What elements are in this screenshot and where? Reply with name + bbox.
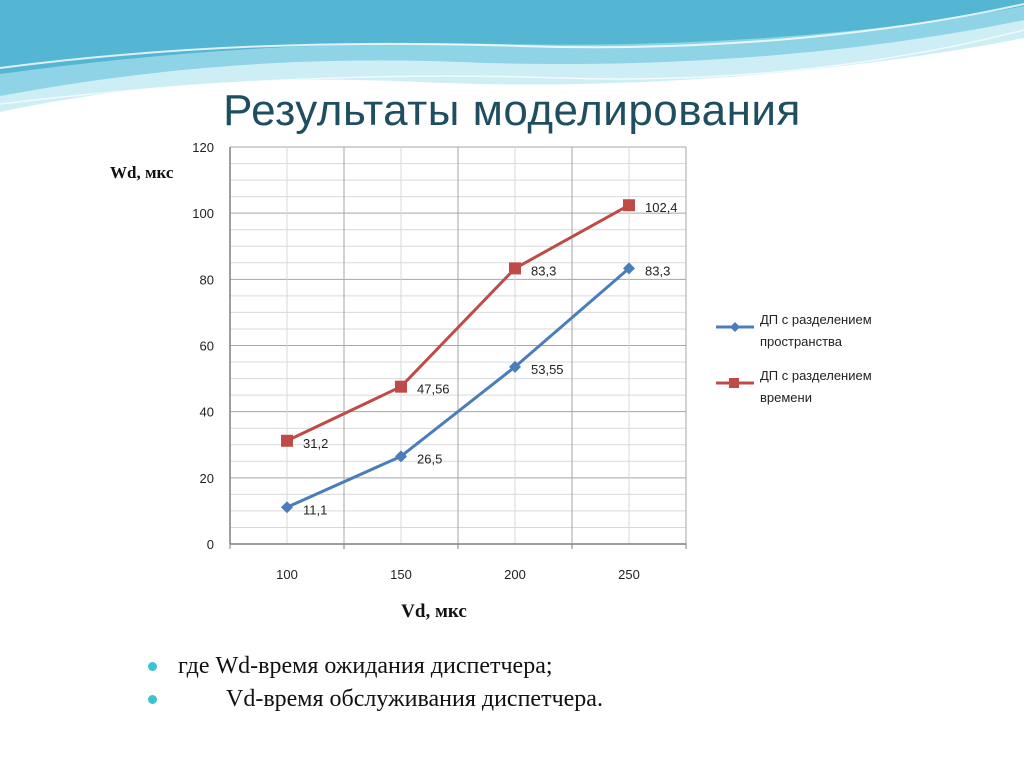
data-point-square bbox=[281, 434, 293, 447]
data-point-diamond bbox=[395, 450, 407, 463]
data-point-diamond bbox=[281, 501, 293, 514]
y-tick-label: 40 bbox=[200, 405, 214, 420]
chart-panel bbox=[106, 134, 916, 634]
data-label: 11,1 bbox=[303, 502, 327, 517]
y-tick-label: 20 bbox=[200, 471, 214, 486]
line-chart: 0 20 40 60 80 100 120 100 150 200 250 Wd, мкс Vd, мк… bbox=[110, 140, 872, 622]
data-label: 83,3 bbox=[645, 263, 670, 278]
wave-highlight-2 bbox=[0, 29, 1024, 105]
data-point-diamond bbox=[509, 360, 521, 373]
data-label: 53,55 bbox=[531, 362, 564, 377]
data-point-square bbox=[509, 262, 521, 275]
y-tick-label: 80 bbox=[200, 272, 214, 287]
x-axis-title: Vd, мкс bbox=[401, 601, 467, 622]
legend-label: ДП с разделением bbox=[760, 312, 872, 327]
x-tick-label: 200 bbox=[504, 567, 526, 582]
bullet-text: где Wd-время ожидания диспетчера; bbox=[178, 653, 553, 679]
data-label: 31,2 bbox=[303, 436, 328, 451]
y-tick-label: 120 bbox=[192, 140, 214, 155]
data-label: 102,4 bbox=[645, 200, 678, 215]
bullet-icon bbox=[148, 695, 157, 704]
legend-label: ДП с разделением bbox=[760, 368, 872, 383]
data-point-square bbox=[395, 380, 407, 393]
y-axis-title: Wd, мкс bbox=[110, 163, 174, 182]
data-label: 47,56 bbox=[417, 382, 450, 397]
wave-dark bbox=[0, 0, 1024, 74]
x-tick-label: 100 bbox=[276, 567, 298, 582]
y-tick-label: 0 bbox=[207, 537, 214, 552]
legend-label: пространства bbox=[760, 334, 843, 349]
legend-marker-diamond bbox=[730, 322, 740, 332]
legend-label: времени bbox=[760, 390, 812, 405]
data-label: 26,5 bbox=[417, 451, 442, 466]
series-line-0 bbox=[286, 267, 630, 509]
slide-title: Результаты моделирования bbox=[223, 86, 801, 135]
data-point-diamond bbox=[623, 262, 635, 275]
wave-highlight bbox=[0, 3, 1024, 69]
series-line-1 bbox=[286, 203, 630, 443]
data-label: 83,3 bbox=[531, 263, 556, 278]
x-tick-label: 150 bbox=[390, 567, 412, 582]
y-tick-label: 60 bbox=[200, 339, 214, 354]
x-tick-label: 250 bbox=[618, 567, 640, 582]
bullet-icon bbox=[148, 662, 157, 671]
bullet-text: Vd-время обслуживания диспетчера. bbox=[226, 686, 603, 712]
y-tick-label: 100 bbox=[192, 206, 214, 221]
data-point-square bbox=[623, 199, 635, 212]
legend-marker-square bbox=[729, 378, 739, 388]
